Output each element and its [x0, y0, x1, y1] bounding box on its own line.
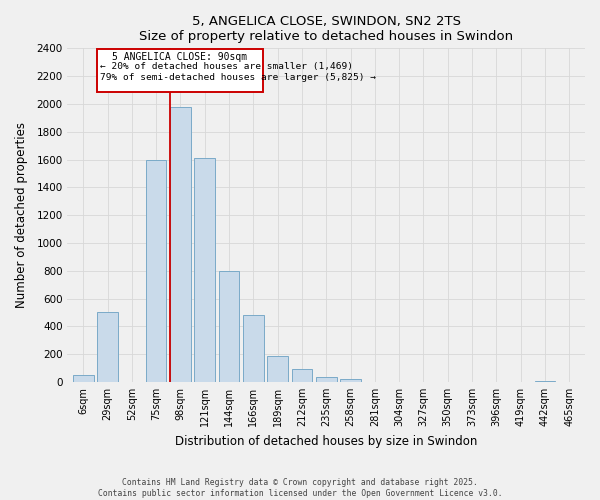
Bar: [535, 380, 555, 382]
Bar: [73, 375, 94, 382]
Text: 79% of semi-detached houses are larger (5,825) →: 79% of semi-detached houses are larger (…: [100, 74, 376, 82]
Title: 5, ANGELICA CLOSE, SWINDON, SN2 2TS
Size of property relative to detached houses: 5, ANGELICA CLOSE, SWINDON, SN2 2TS Size…: [139, 15, 513, 43]
Y-axis label: Number of detached properties: Number of detached properties: [15, 122, 28, 308]
Bar: [340, 379, 361, 382]
X-axis label: Distribution of detached houses by size in Swindon: Distribution of detached houses by size …: [175, 434, 478, 448]
Text: 5 ANGELICA CLOSE: 90sqm: 5 ANGELICA CLOSE: 90sqm: [112, 52, 247, 62]
Text: Contains HM Land Registry data © Crown copyright and database right 2025.
Contai: Contains HM Land Registry data © Crown c…: [98, 478, 502, 498]
Bar: [219, 270, 239, 382]
Bar: [97, 312, 118, 382]
FancyBboxPatch shape: [97, 49, 263, 92]
Bar: [146, 160, 166, 382]
Text: ← 20% of detached houses are smaller (1,469): ← 20% of detached houses are smaller (1,…: [100, 62, 353, 71]
Bar: [194, 158, 215, 382]
Bar: [243, 315, 263, 382]
Bar: [267, 356, 288, 382]
Bar: [292, 370, 312, 382]
Bar: [316, 377, 337, 382]
Bar: [170, 108, 191, 382]
